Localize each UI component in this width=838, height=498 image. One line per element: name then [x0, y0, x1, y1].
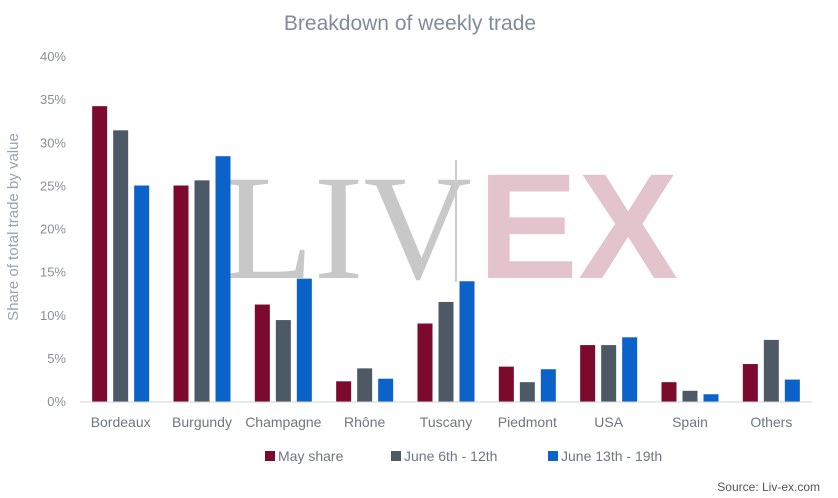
x-tick-label: USA [594, 414, 623, 430]
legend-swatch [391, 451, 401, 461]
bar [254, 304, 270, 402]
bar [498, 366, 514, 402]
legend-swatch [265, 451, 275, 461]
legend-swatch [548, 451, 558, 461]
watermark: LIV EX [222, 142, 678, 311]
x-tick-label: Champagne [245, 414, 321, 430]
bar [519, 382, 535, 402]
bar [215, 156, 231, 402]
y-tick-label: 25% [40, 178, 66, 193]
legend-entry: June 6th - 12th [404, 448, 497, 464]
bar [682, 390, 698, 402]
legend-entry: May share [278, 448, 344, 464]
x-tick-label: Rhône [344, 414, 385, 430]
bar [438, 301, 454, 402]
bar [134, 185, 150, 402]
bar [194, 180, 210, 402]
y-tick-label: 10% [40, 308, 66, 323]
y-axis-label: Share of total trade by value [5, 133, 22, 321]
bar [601, 345, 617, 402]
bar [173, 185, 189, 402]
x-tick-label: Spain [672, 414, 708, 430]
bar [784, 379, 800, 402]
y-tick-label: 30% [40, 135, 66, 150]
bar [661, 382, 677, 402]
y-tick-label: 0% [47, 394, 66, 409]
y-tick-label: 20% [40, 222, 66, 237]
y-tick-label: 15% [40, 265, 66, 280]
bar [357, 368, 373, 402]
bar [763, 339, 779, 402]
bars [92, 106, 800, 402]
bar [275, 320, 291, 402]
x-tick-label: Burgundy [172, 414, 232, 430]
x-tick-label: Others [750, 414, 792, 430]
y-tick-label: 40% [40, 49, 66, 64]
bar [540, 369, 556, 402]
x-tick-label: Tuscany [420, 414, 472, 430]
legend-entry: June 13th - 19th [561, 448, 662, 464]
bar [703, 394, 719, 402]
bar [459, 281, 475, 402]
bar [742, 364, 758, 402]
bar [336, 381, 352, 402]
bar [417, 323, 433, 402]
bar [92, 106, 108, 402]
chart-title: Breakdown of weekly trade [284, 12, 536, 35]
legend: May share June 6th - 12th June 13th - 19th [265, 448, 662, 464]
x-tick-label: Piedmont [498, 414, 557, 430]
watermark-right: EX [478, 142, 678, 310]
source-note: Source: Liv-ex.com [717, 480, 820, 494]
x-tick-label: Bordeaux [91, 414, 151, 430]
y-tick-label: 35% [40, 92, 66, 107]
category-labels: Bordeaux Burgundy Champagne Rhône Tuscany Pie… [91, 414, 793, 430]
bar [622, 337, 638, 402]
bar [113, 130, 129, 402]
y-tick-label: 5% [47, 351, 66, 366]
bar [296, 278, 312, 402]
y-axis-ticks: 0% 5% 10% 15% 20% 25% 30% 35% 40% [40, 49, 66, 409]
bar [378, 378, 394, 402]
bar [580, 345, 596, 402]
watermark-left: LIV [222, 145, 472, 311]
